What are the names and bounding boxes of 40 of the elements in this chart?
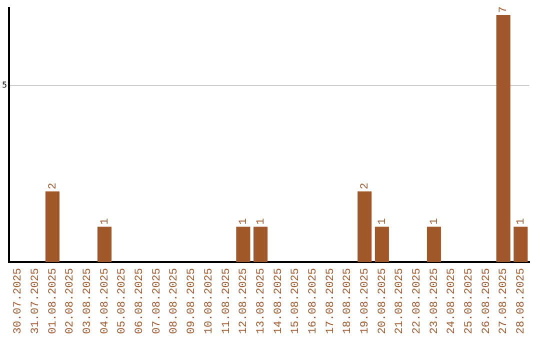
- x-tick-label: 28.08.2025: [516, 268, 528, 334]
- x-tick-label: 24.08.2025: [446, 268, 458, 334]
- x-tick-label: 19.08.2025: [360, 268, 372, 334]
- y-tick-label: 5: [2, 80, 8, 90]
- x-tick-label: 20.08.2025: [376, 268, 389, 334]
- x-tick-label: 07.08.2025: [151, 268, 164, 334]
- x-tick-label: 22.08.2025: [412, 268, 424, 334]
- x-tick-label: 23.08.2025: [428, 268, 441, 334]
- x-tick-label: 31.07.2025: [30, 268, 42, 334]
- x-tick-label: 03.08.2025: [82, 268, 94, 334]
- x-tick-label: 01.08.2025: [47, 268, 60, 334]
- x-tick-label: 16.08.2025: [307, 268, 320, 334]
- x-tick-label: 18.08.2025: [342, 268, 354, 334]
- x-tick-label: 02.08.2025: [64, 268, 77, 334]
- x-tick-label: 09.08.2025: [186, 268, 198, 334]
- x-tick-label: 11.08.2025: [220, 268, 233, 334]
- x-tick-label: 10.08.2025: [203, 268, 216, 334]
- x-tick-label: 13.08.2025: [255, 268, 268, 334]
- x-tick-label: 12.08.2025: [238, 268, 250, 334]
- x-tick-label: 05.08.2025: [116, 268, 129, 334]
- data-label: 1: [238, 218, 250, 225]
- x-tick-label: 04.08.2025: [99, 268, 112, 334]
- data-label: 1: [99, 218, 112, 225]
- x-tick-label: 14.08.2025: [272, 268, 285, 334]
- x-tick-label: 08.08.2025: [168, 268, 181, 334]
- data-label: 1: [255, 218, 268, 225]
- data-label: 1: [428, 218, 441, 225]
- x-tick-label: 26.08.2025: [480, 268, 493, 334]
- x-tick-label: 17.08.2025: [324, 268, 337, 334]
- data-label: 7: [498, 6, 510, 14]
- x-tick-label: 06.08.2025: [134, 268, 146, 334]
- x-tick-label: 30.07.2025: [12, 268, 25, 334]
- data-label: 2: [360, 182, 372, 190]
- x-tick-label: 21.08.2025: [394, 268, 406, 334]
- data-label: 1: [376, 218, 389, 225]
- data-label: 2: [47, 182, 60, 190]
- data-label: 1: [516, 218, 528, 225]
- x-tick-label: 27.08.2025: [498, 268, 510, 334]
- x-tick-label: 25.08.2025: [464, 268, 476, 334]
- x-tick-label: 15.08.2025: [290, 268, 302, 334]
